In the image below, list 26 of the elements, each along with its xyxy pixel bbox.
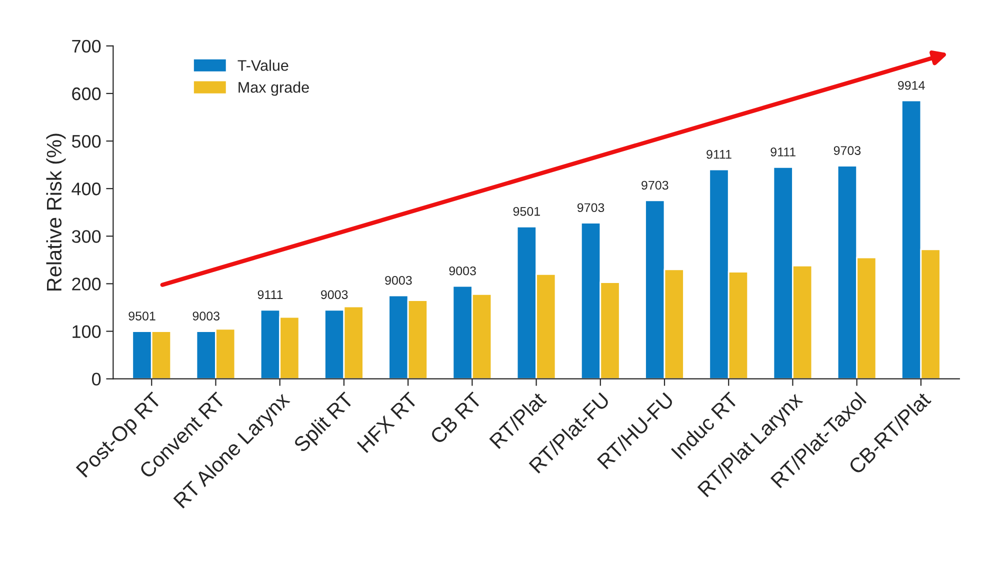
legend-label: T-Value bbox=[238, 60, 288, 71]
y-tick-label: 0 bbox=[92, 372, 101, 386]
y-tick-label: 200 bbox=[72, 278, 101, 290]
y-tick-label: 100 bbox=[72, 325, 101, 338]
annotation: 9914 bbox=[898, 80, 925, 90]
y-tick-label: 700 bbox=[72, 40, 101, 53]
y-tick-label: 400 bbox=[72, 182, 101, 196]
annotation: 9703 bbox=[642, 180, 668, 190]
annotation: 9111 bbox=[258, 290, 283, 300]
annotation: 9003 bbox=[321, 290, 348, 300]
annotation: 9703 bbox=[577, 203, 604, 212]
annotation: 9111 bbox=[706, 150, 732, 159]
annotation: 9501 bbox=[128, 312, 156, 320]
annotation: 9003 bbox=[192, 312, 220, 320]
annotation: 9703 bbox=[834, 146, 861, 155]
annotation: 9111 bbox=[770, 148, 796, 156]
annotation: 9003 bbox=[385, 276, 412, 285]
x-tick-label: CB RT bbox=[429, 391, 483, 445]
legend-label: Max grade bbox=[238, 82, 309, 96]
annotation: 9501 bbox=[513, 206, 540, 216]
y-tick-label: 600 bbox=[72, 87, 101, 100]
y-tick-label: 500 bbox=[72, 134, 101, 148]
y-axis-title: Relative Risk (%) bbox=[46, 134, 66, 291]
annotation: 9003 bbox=[449, 266, 476, 276]
y-tick-label: 300 bbox=[72, 230, 101, 243]
x-tick-label: Split RT bbox=[292, 390, 358, 456]
